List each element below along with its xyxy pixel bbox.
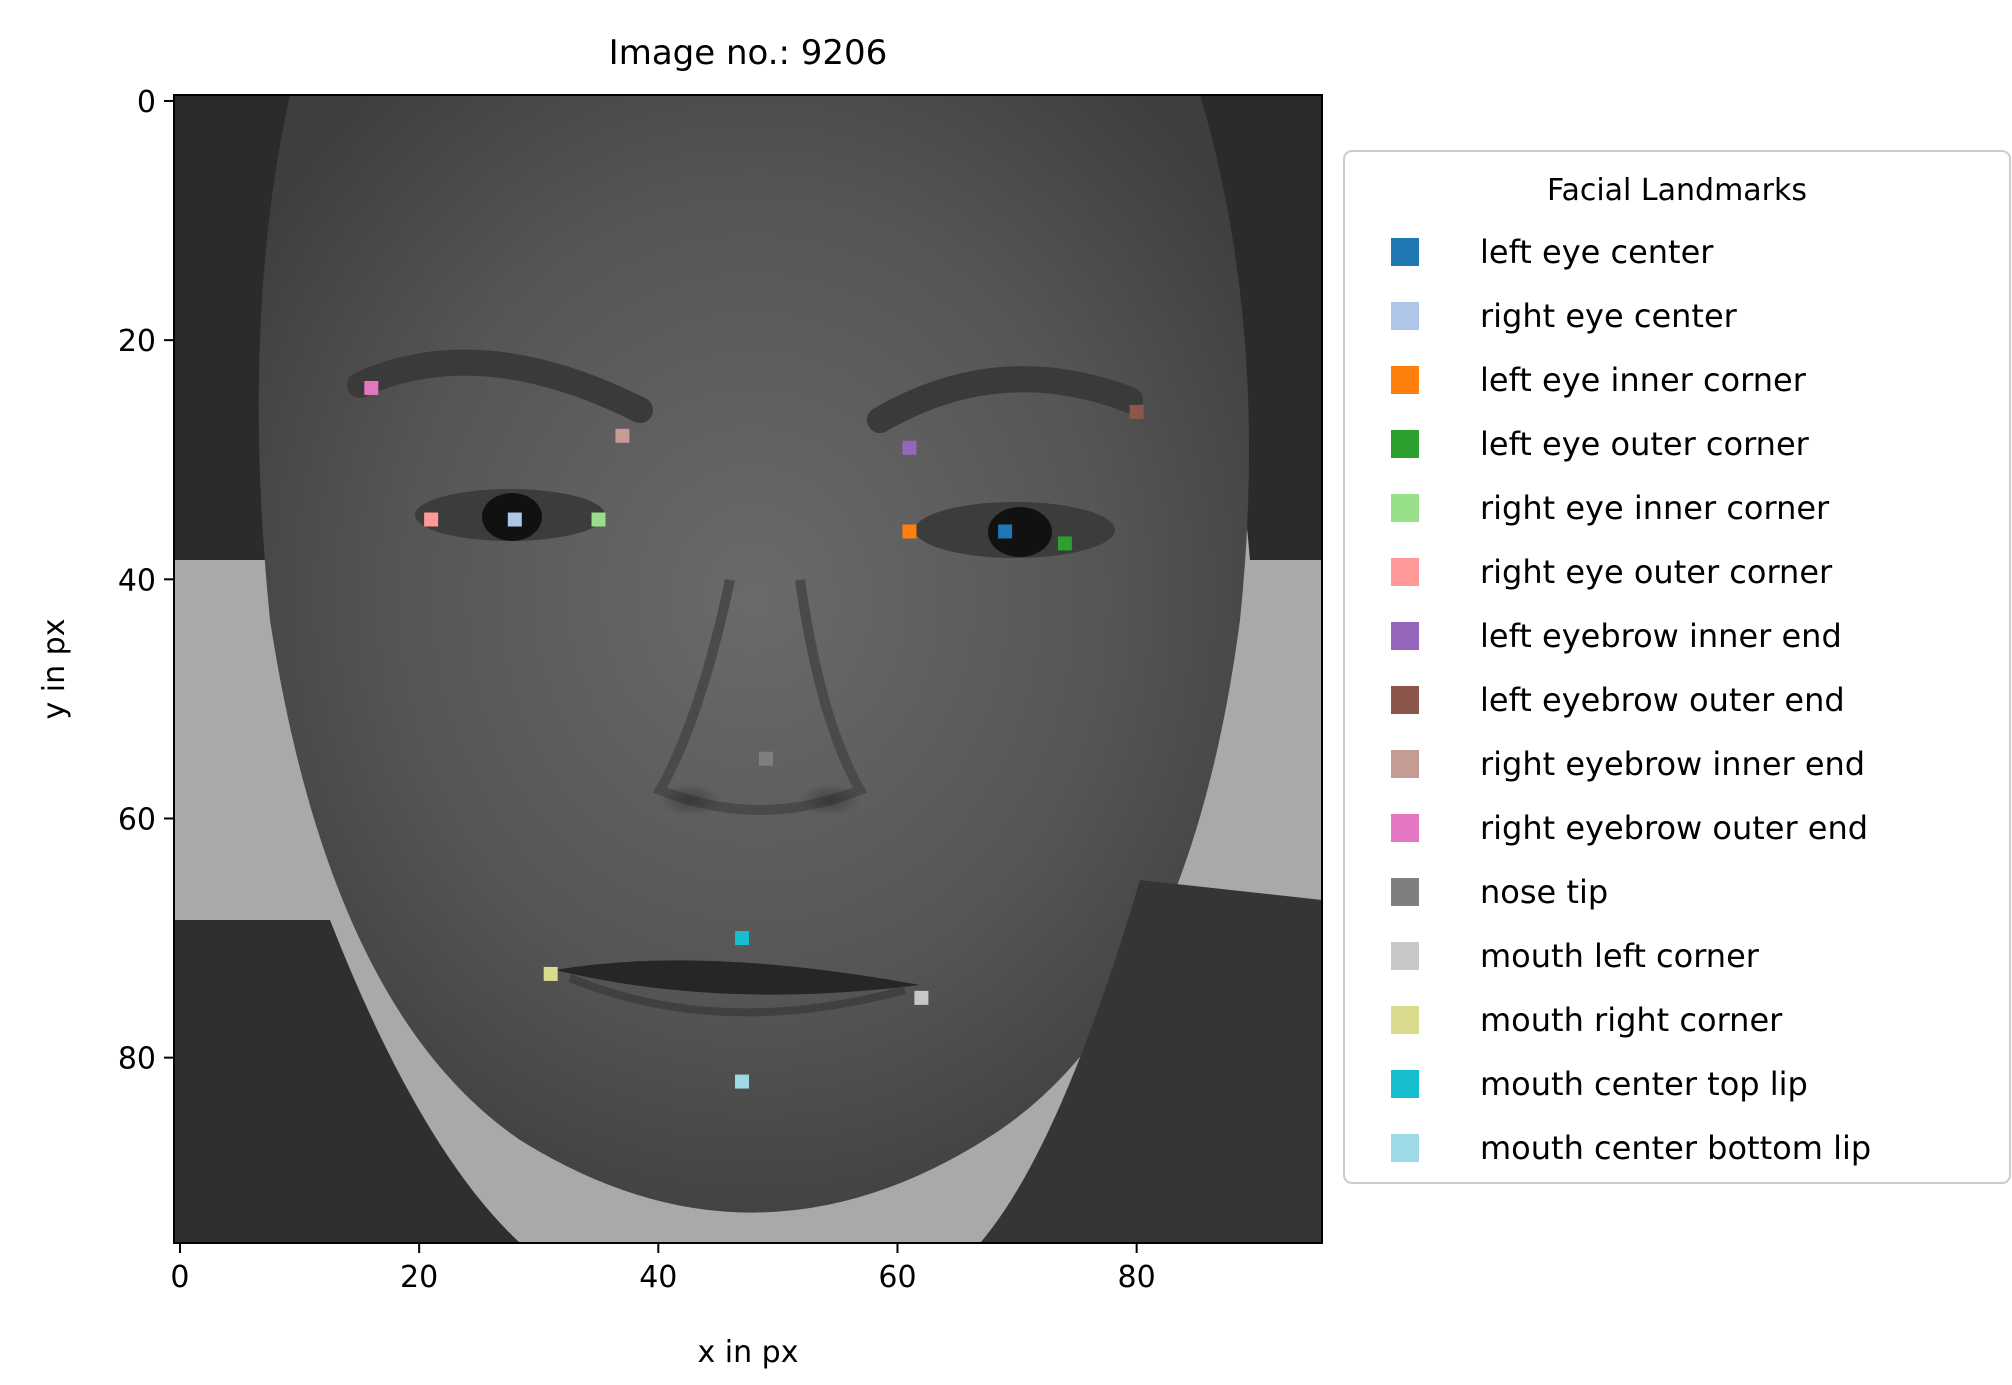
landmark-marker [364, 380, 379, 395]
y-axis: 0 20 40 60 80 [118, 85, 174, 1077]
legend-swatch [1391, 878, 1419, 906]
x-axis: 0 20 40 60 80 [170, 1243, 1156, 1295]
landmark-marker [507, 512, 522, 527]
legend-swatch [1391, 686, 1419, 714]
legend-swatch [1391, 622, 1419, 650]
legend-label: right eyebrow inner end [1480, 745, 1865, 783]
chart-title: Image no.: 9206 [609, 33, 888, 73]
legend-swatch [1391, 942, 1419, 970]
x-tick-label: 0 [170, 1260, 189, 1295]
y-tick-label: 60 [118, 802, 156, 837]
legend-swatch [1391, 238, 1419, 266]
landmark-marker [735, 1074, 750, 1089]
plot-area [173, 94, 1323, 1244]
legend-label: mouth center bottom lip [1480, 1129, 1871, 1167]
landmark-marker [914, 990, 929, 1005]
legend-swatch [1391, 1134, 1419, 1162]
legend-swatch [1391, 814, 1419, 842]
legend-label: left eye outer corner [1480, 425, 1810, 463]
landmark-marker [998, 524, 1013, 539]
x-tick-label: 20 [400, 1260, 438, 1295]
landmark-marker [1057, 536, 1072, 551]
legend: Facial Landmarks left eye center right ey… [1343, 150, 2011, 1184]
landmark-marker [424, 512, 439, 527]
landmark-marker [758, 751, 773, 766]
legend-label: right eye center [1480, 297, 1738, 335]
y-tick-label: 0 [137, 85, 156, 120]
legend-title: Facial Landmarks [1547, 173, 1807, 208]
landmark-marker [591, 512, 606, 527]
y-axis-label: y in px [37, 619, 72, 720]
landmark-marker [735, 931, 750, 946]
legend-label: nose tip [1480, 873, 1608, 911]
legend-box [1343, 150, 2011, 1184]
landmark-marker [902, 440, 917, 455]
legend-swatch [1391, 302, 1419, 330]
legend-label: mouth center top lip [1480, 1065, 1808, 1103]
legend-label: mouth left corner [1480, 937, 1760, 975]
legend-swatch [1391, 750, 1419, 778]
landmark-marker [615, 428, 630, 443]
y-tick-label: 20 [118, 324, 156, 359]
y-tick-label: 40 [118, 563, 156, 598]
legend-swatch [1391, 558, 1419, 586]
x-tick-label: 80 [1118, 1260, 1156, 1295]
legend-swatch [1391, 430, 1419, 458]
landmark-marker [543, 966, 558, 981]
landmark-markers [364, 380, 1144, 1089]
landmark-marker [902, 524, 917, 539]
legend-swatch [1391, 1070, 1419, 1098]
x-tick-label: 60 [878, 1260, 916, 1295]
legend-swatch [1391, 366, 1419, 394]
legend-items: left eye center right eye center left eye … [1391, 233, 1871, 1167]
y-tick-label: 80 [118, 1042, 156, 1077]
legend-label: right eye outer corner [1480, 553, 1833, 591]
legend-label: right eye inner corner [1480, 489, 1830, 527]
face-image [174, 95, 1322, 1243]
legend-label: left eyebrow inner end [1480, 617, 1842, 655]
x-axis-label: x in px [698, 1335, 799, 1370]
x-tick-label: 40 [639, 1260, 677, 1295]
legend-label: left eyebrow outer end [1480, 681, 1845, 719]
legend-label: left eye center [1480, 233, 1714, 271]
legend-label: right eyebrow outer end [1480, 809, 1868, 847]
legend-label: left eye inner corner [1480, 361, 1807, 399]
legend-label: mouth right corner [1480, 1001, 1783, 1039]
legend-swatch [1391, 1006, 1419, 1034]
landmark-marker [1129, 404, 1144, 419]
legend-swatch [1391, 494, 1419, 522]
